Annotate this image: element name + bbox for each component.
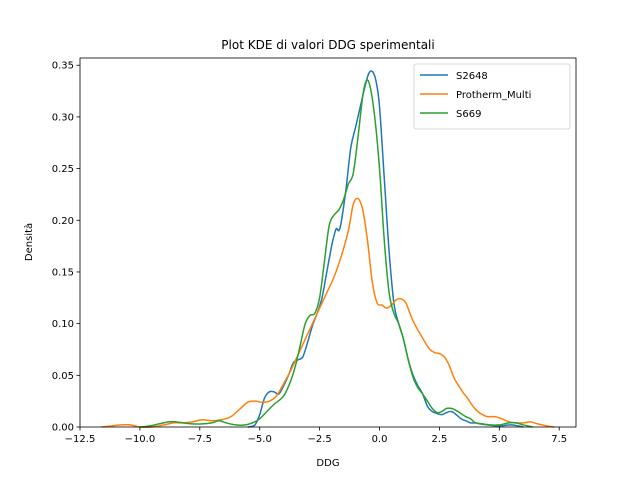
y-tick-label: 0.20 <box>52 216 74 227</box>
x-axis-ticks: −12.5 −10.0 −7.5 −5.0 −2.5 0.0 2.5 5.0 7.5 <box>65 427 567 445</box>
x-tick-label: 2.5 <box>431 434 447 445</box>
x-tick-label: 7.5 <box>551 434 567 445</box>
y-tick-label: 0.30 <box>52 112 74 123</box>
x-axis-label: DDG <box>316 458 339 469</box>
legend-label-1: Protherm_Multi <box>456 90 531 101</box>
chart-title: Plot KDE di valori DDG sperimentali <box>221 38 434 52</box>
series-lines <box>101 70 555 429</box>
y-axis-ticks: 0.00 0.05 0.10 0.15 0.20 0.25 0.30 0.35 <box>52 61 80 434</box>
y-tick-label: 0.25 <box>52 164 74 175</box>
legend-label-2: S669 <box>456 109 481 120</box>
x-tick-label: −2.5 <box>307 434 331 445</box>
x-tick-label: 5.0 <box>491 434 507 445</box>
legend: S2648 Protherm_Multi S669 <box>413 63 571 130</box>
plot-frame <box>79 57 577 428</box>
x-tick-label: 0.0 <box>372 434 388 445</box>
y-tick-label: 0.05 <box>52 371 74 382</box>
legend-label-0: S2648 <box>456 71 488 82</box>
x-tick-label: −5.0 <box>248 434 272 445</box>
series-line-2 <box>139 79 534 428</box>
x-tick-label: −10.0 <box>125 434 156 445</box>
legend-box <box>413 63 571 130</box>
x-tick-label: −7.5 <box>188 434 212 445</box>
y-tick-label: 0.35 <box>52 61 74 72</box>
y-tick-label: 0.15 <box>52 267 74 278</box>
y-tick-label: 0.00 <box>52 423 74 434</box>
x-tick-label: −12.5 <box>65 434 96 445</box>
y-axis-label: Densità <box>23 223 35 261</box>
series-line-1 <box>101 197 555 429</box>
y-tick-label: 0.10 <box>52 319 74 330</box>
